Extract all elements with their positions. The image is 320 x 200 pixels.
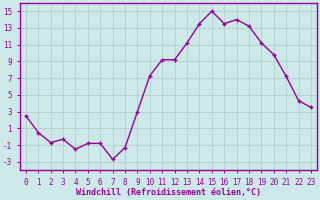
X-axis label: Windchill (Refroidissement éolien,°C): Windchill (Refroidissement éolien,°C) — [76, 188, 261, 197]
